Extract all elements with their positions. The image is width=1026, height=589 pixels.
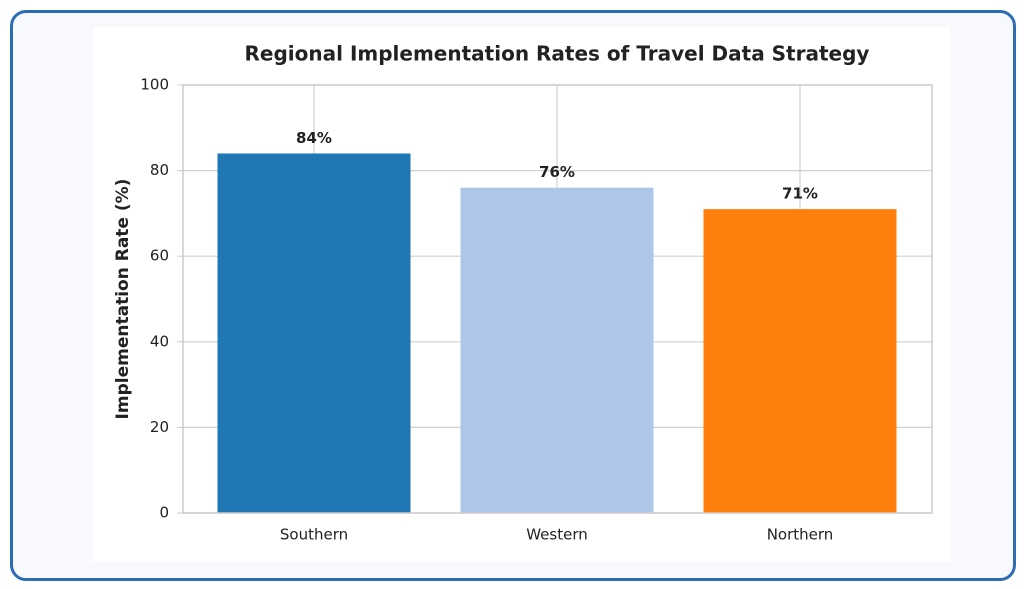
y-tick-label: 80 (150, 161, 169, 179)
x-tick-label: Southern (280, 526, 348, 544)
bar (217, 153, 411, 514)
y-tick-label: 60 (150, 247, 169, 265)
y-tick-label: 40 (150, 332, 169, 350)
plot-border (182, 84, 933, 514)
value-label: 71% (782, 185, 818, 203)
value-label: 84% (296, 129, 332, 147)
y-axis-label: Implementation Rate (%) (113, 179, 133, 420)
y-tick-label: 100 (140, 76, 169, 94)
value-label: 76% (539, 163, 575, 181)
bar (703, 209, 897, 513)
bar (460, 187, 654, 513)
y-tick-label: 0 (159, 504, 169, 522)
y-tick-label: 20 (150, 418, 169, 436)
x-tick-label: Western (526, 526, 588, 544)
chart-title: Regional Implementation Rates of Travel … (245, 42, 870, 66)
x-tick-label: Northern (767, 526, 834, 544)
